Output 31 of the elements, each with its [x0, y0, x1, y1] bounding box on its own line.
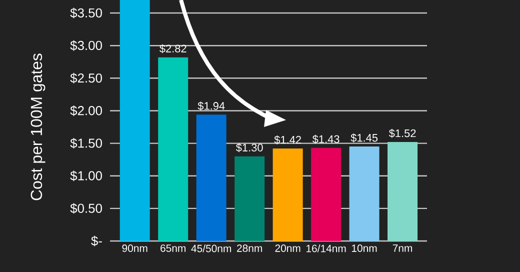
x-tick-label: 16/14nm [306, 244, 346, 252]
y-tick-label: $3.50 [70, 8, 102, 18]
y-tick-label: $0.50 [70, 203, 102, 214]
data-label: $1.42 [274, 135, 301, 144]
bar [388, 142, 418, 241]
y-tick-label: $- [91, 236, 102, 246]
x-tick-label: 65nm [160, 244, 186, 252]
x-tick-label: 90nm [122, 244, 148, 252]
data-label: $1.52 [388, 128, 416, 138]
y-tick-label: $2.00 [70, 105, 102, 116]
y-tick-label: $1.00 [70, 170, 102, 182]
y-axis-title: Cost per 100M gates [30, 54, 46, 200]
y-tick-label: $1.50 [70, 138, 102, 149]
data-label: $1.94 [198, 102, 225, 110]
bar [234, 156, 265, 241]
bar [158, 57, 188, 241]
bar [272, 148, 303, 241]
y-tick-label: $3.00 [70, 40, 102, 51]
y-tick-label: $2.50 [70, 72, 102, 84]
x-tick-label: 7nm [392, 244, 412, 252]
bar [349, 146, 380, 241]
bar [311, 148, 342, 241]
x-tick-label: 10nm [352, 244, 377, 252]
x-tick-label: 20nm [275, 244, 300, 252]
data-label: $1.43 [312, 134, 340, 144]
data-label: $2.82 [160, 44, 186, 54]
x-tick-label: 28nm [237, 244, 262, 252]
data-label: $1.45 [350, 133, 378, 142]
x-tick-label: 45/50nm [191, 244, 231, 252]
data-label: $1.30 [236, 143, 263, 152]
bar [120, 0, 150, 241]
